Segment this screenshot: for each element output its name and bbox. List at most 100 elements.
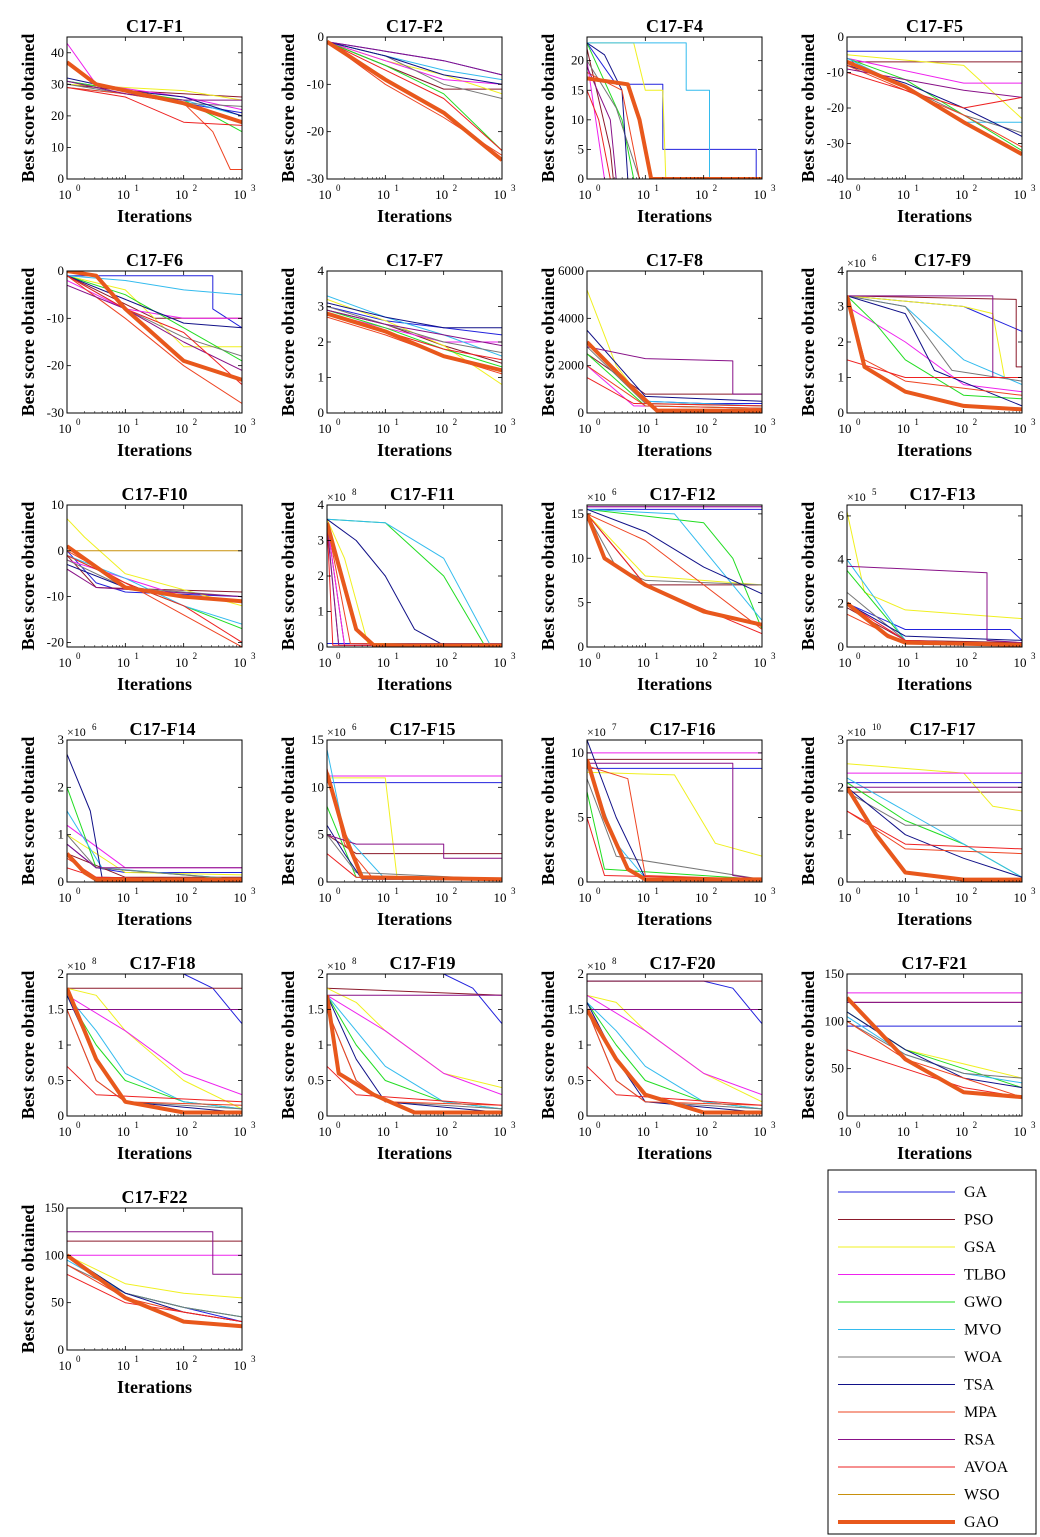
chart-title: C17-F20: [650, 953, 716, 973]
y-tick-label: 0: [578, 874, 585, 889]
x-tick-label: 10: [637, 421, 650, 436]
x-tick-label: 10: [175, 890, 188, 905]
series-gwo: [327, 41, 502, 151]
x-tick-exponent: 0: [336, 651, 341, 661]
series-group: [847, 295, 1022, 413]
y-multiplier-exponent: 6: [92, 722, 97, 732]
x-tick-exponent: 2: [713, 417, 718, 427]
x-tick-exponent: 1: [134, 886, 139, 896]
legend-label: TSA: [964, 1377, 995, 1394]
series-ga: [327, 306, 502, 336]
x-tick-exponent: 3: [771, 417, 776, 427]
series-tsa: [327, 995, 502, 1113]
series-avoa: [587, 90, 762, 179]
y-multiplier: ×10: [327, 725, 346, 739]
y-axis-label: Best score obtained: [18, 502, 38, 651]
axes-box: [586, 270, 763, 414]
x-tick-exponent: 0: [76, 651, 81, 661]
y-tick-label: 0: [58, 874, 65, 889]
y-tick-label: 0: [318, 29, 325, 44]
x-tick-exponent: 0: [856, 886, 861, 896]
x-axis-label: Iterations: [637, 909, 712, 929]
x-tick-exponent: 1: [654, 651, 659, 661]
y-tick-label: 2: [318, 966, 325, 981]
series-tsa: [587, 508, 762, 595]
x-tick-label: 10: [117, 655, 130, 670]
y-tick-label: 50: [51, 1295, 64, 1310]
series-gao: [587, 1008, 762, 1115]
x-tick-label: 10: [234, 1124, 247, 1139]
x-tick-exponent: 0: [336, 1120, 341, 1130]
x-tick-exponent: 3: [511, 886, 516, 896]
x-tick-exponent: 2: [453, 183, 458, 193]
x-tick-label: 10: [839, 890, 852, 905]
series-avoa: [327, 41, 502, 151]
x-tick-exponent: 1: [134, 183, 139, 193]
x-tick-exponent: 2: [453, 886, 458, 896]
y-tick-label: 2: [838, 779, 845, 794]
series-group: [67, 1231, 242, 1350]
x-tick-exponent: 0: [596, 651, 601, 661]
chart-c17-f10: 10 0 -10 -20 10 0 10 1 10 2 10 3 C17-F10 Iterations Be…: [18, 484, 256, 694]
series-mpa: [67, 87, 242, 170]
x-tick-exponent: 0: [856, 183, 861, 193]
series-tsa: [327, 302, 502, 329]
y-tick-label: 4: [318, 497, 325, 512]
series-woa: [327, 306, 502, 354]
y-axis-label: Best score obtained: [278, 502, 298, 651]
y-tick-label: 0: [578, 639, 585, 654]
legend-item-tlbo: TLBO: [838, 1267, 1006, 1284]
x-tick-label: 10: [234, 1358, 247, 1373]
series-rsa: [67, 843, 242, 869]
legend-label: MPA: [964, 1404, 998, 1421]
series-pso: [587, 48, 762, 179]
x-tick-exponent: 3: [1031, 183, 1036, 193]
series-avoa: [67, 275, 242, 385]
legend-item-gao: GAO: [838, 1514, 999, 1531]
x-tick-label: 10: [59, 655, 72, 670]
x-tick-exponent: 3: [1031, 886, 1036, 896]
chart-title: C17-F17: [910, 719, 976, 739]
x-tick-label: 10: [435, 1124, 448, 1139]
series-tlbo: [587, 994, 762, 1096]
series-pso: [587, 353, 762, 395]
y-tick-label: 5: [578, 595, 585, 610]
x-tick-label: 10: [754, 187, 767, 202]
y-tick-label: 1: [318, 1037, 325, 1052]
series-tsa: [587, 329, 762, 402]
x-tick-label: 10: [377, 1124, 390, 1139]
legend: GA PSO GSA TLBO GWO MVO WOA TSA MPA RSA AVOA WSO GAO: [827, 1169, 1037, 1535]
chart-title: C17-F2: [386, 16, 443, 36]
series-mpa: [587, 1009, 762, 1106]
plot-area: [847, 505, 1022, 647]
x-tick-exponent: 1: [134, 417, 139, 427]
x-tick-label: 10: [234, 187, 247, 202]
x-tick-exponent: 3: [771, 886, 776, 896]
y-tick-label: 0: [318, 639, 325, 654]
x-tick-label: 10: [494, 421, 507, 436]
x-tick-label: 10: [435, 187, 448, 202]
y-tick-label: 2: [838, 595, 845, 610]
x-tick-exponent: 2: [713, 1120, 718, 1130]
series-rsa: [847, 565, 1022, 644]
series-gsa: [67, 518, 242, 607]
x-tick-label: 10: [59, 187, 72, 202]
x-tick-exponent: 2: [193, 417, 198, 427]
x-tick-label: 10: [175, 655, 188, 670]
x-tick-exponent: 3: [771, 183, 776, 193]
axes-box: [66, 1207, 243, 1351]
series-rsa: [67, 284, 242, 371]
series-gsa: [67, 834, 242, 876]
y-tick-label: 5: [578, 141, 585, 156]
y-tick-label: 0: [318, 1108, 325, 1123]
chart-title: C17-F22: [122, 1187, 188, 1207]
x-tick-label: 10: [579, 655, 592, 670]
x-tick-exponent: 1: [134, 1120, 139, 1130]
legend-item-wso: WSO: [838, 1487, 1000, 1504]
x-tick-label: 10: [695, 421, 708, 436]
y-tick-label: 40: [51, 45, 64, 60]
x-tick-label: 10: [839, 187, 852, 202]
